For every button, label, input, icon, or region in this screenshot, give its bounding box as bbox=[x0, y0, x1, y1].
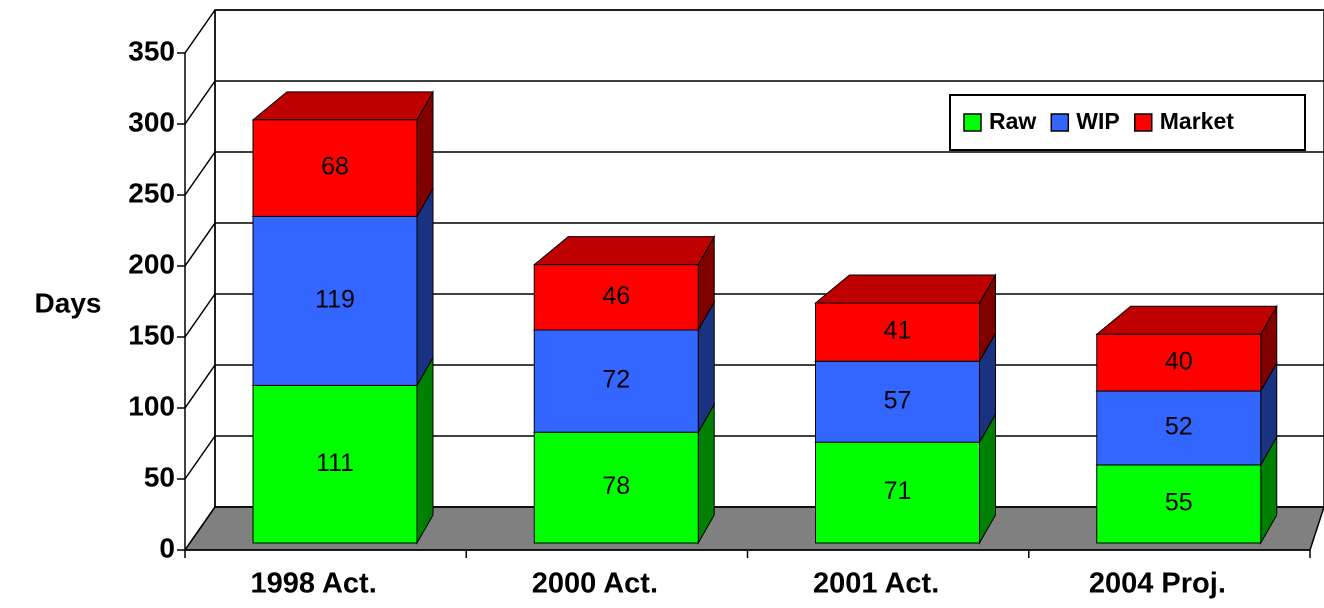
value-label: 41 bbox=[884, 317, 912, 345]
y-tick-label: 200 bbox=[128, 248, 175, 279]
bar bbox=[1096, 390, 1262, 466]
value-label: 78 bbox=[602, 472, 630, 500]
x-tick-label: 1998 Act. bbox=[250, 568, 376, 600]
bar bbox=[815, 302, 980, 362]
legend-swatch bbox=[963, 113, 982, 132]
y-tick-label: 50 bbox=[144, 461, 175, 492]
y-tick-label: 0 bbox=[159, 532, 175, 563]
legend-box bbox=[949, 94, 1306, 151]
y-tick-label: 150 bbox=[128, 319, 175, 350]
bar bbox=[533, 329, 699, 433]
x-tick-label: 2001 Act. bbox=[813, 568, 939, 600]
grid-line bbox=[184, 80, 216, 125]
value-label: 52 bbox=[1165, 413, 1193, 441]
bar bbox=[1096, 333, 1262, 392]
bar-side bbox=[416, 355, 434, 545]
legend-label: WIP bbox=[1076, 108, 1119, 134]
bar bbox=[815, 441, 980, 544]
y-tick-label: 350 bbox=[128, 35, 175, 66]
value-label: 68 bbox=[321, 153, 349, 181]
grid-line bbox=[184, 435, 216, 480]
y-tick-label: 300 bbox=[128, 106, 175, 137]
value-label: 40 bbox=[1165, 347, 1193, 375]
value-label: 119 bbox=[315, 285, 355, 313]
x-tick-label: 2000 Act. bbox=[532, 568, 658, 600]
bar bbox=[815, 360, 980, 443]
grid-line bbox=[184, 222, 216, 267]
value-label: 57 bbox=[884, 386, 912, 414]
legend-label: Raw bbox=[989, 108, 1036, 134]
legend: Raw WIP Market bbox=[949, 94, 1306, 151]
bar bbox=[533, 264, 699, 331]
x-tick-label: 2004 Proj. bbox=[1089, 568, 1226, 600]
bar bbox=[252, 119, 418, 217]
legend-label: Market bbox=[1160, 108, 1234, 134]
y-axis-label: Days bbox=[35, 287, 102, 318]
grid-line bbox=[184, 293, 216, 338]
value-label: 71 bbox=[884, 477, 912, 505]
value-label: 111 bbox=[316, 449, 354, 477]
grid-line bbox=[184, 151, 216, 196]
legend-swatch bbox=[1134, 113, 1153, 132]
grid-line bbox=[184, 9, 216, 54]
bar-side bbox=[416, 186, 434, 388]
legend-swatch bbox=[1050, 113, 1070, 132]
bar bbox=[1096, 464, 1262, 544]
bar bbox=[533, 431, 699, 544]
y-tick-label: 250 bbox=[128, 177, 175, 208]
value-label: 46 bbox=[602, 282, 630, 310]
grid-line bbox=[184, 506, 216, 551]
value-label: 72 bbox=[602, 366, 630, 394]
y-tick-label: 100 bbox=[128, 390, 175, 421]
grid-line bbox=[184, 364, 216, 409]
value-label: 55 bbox=[1165, 489, 1193, 517]
